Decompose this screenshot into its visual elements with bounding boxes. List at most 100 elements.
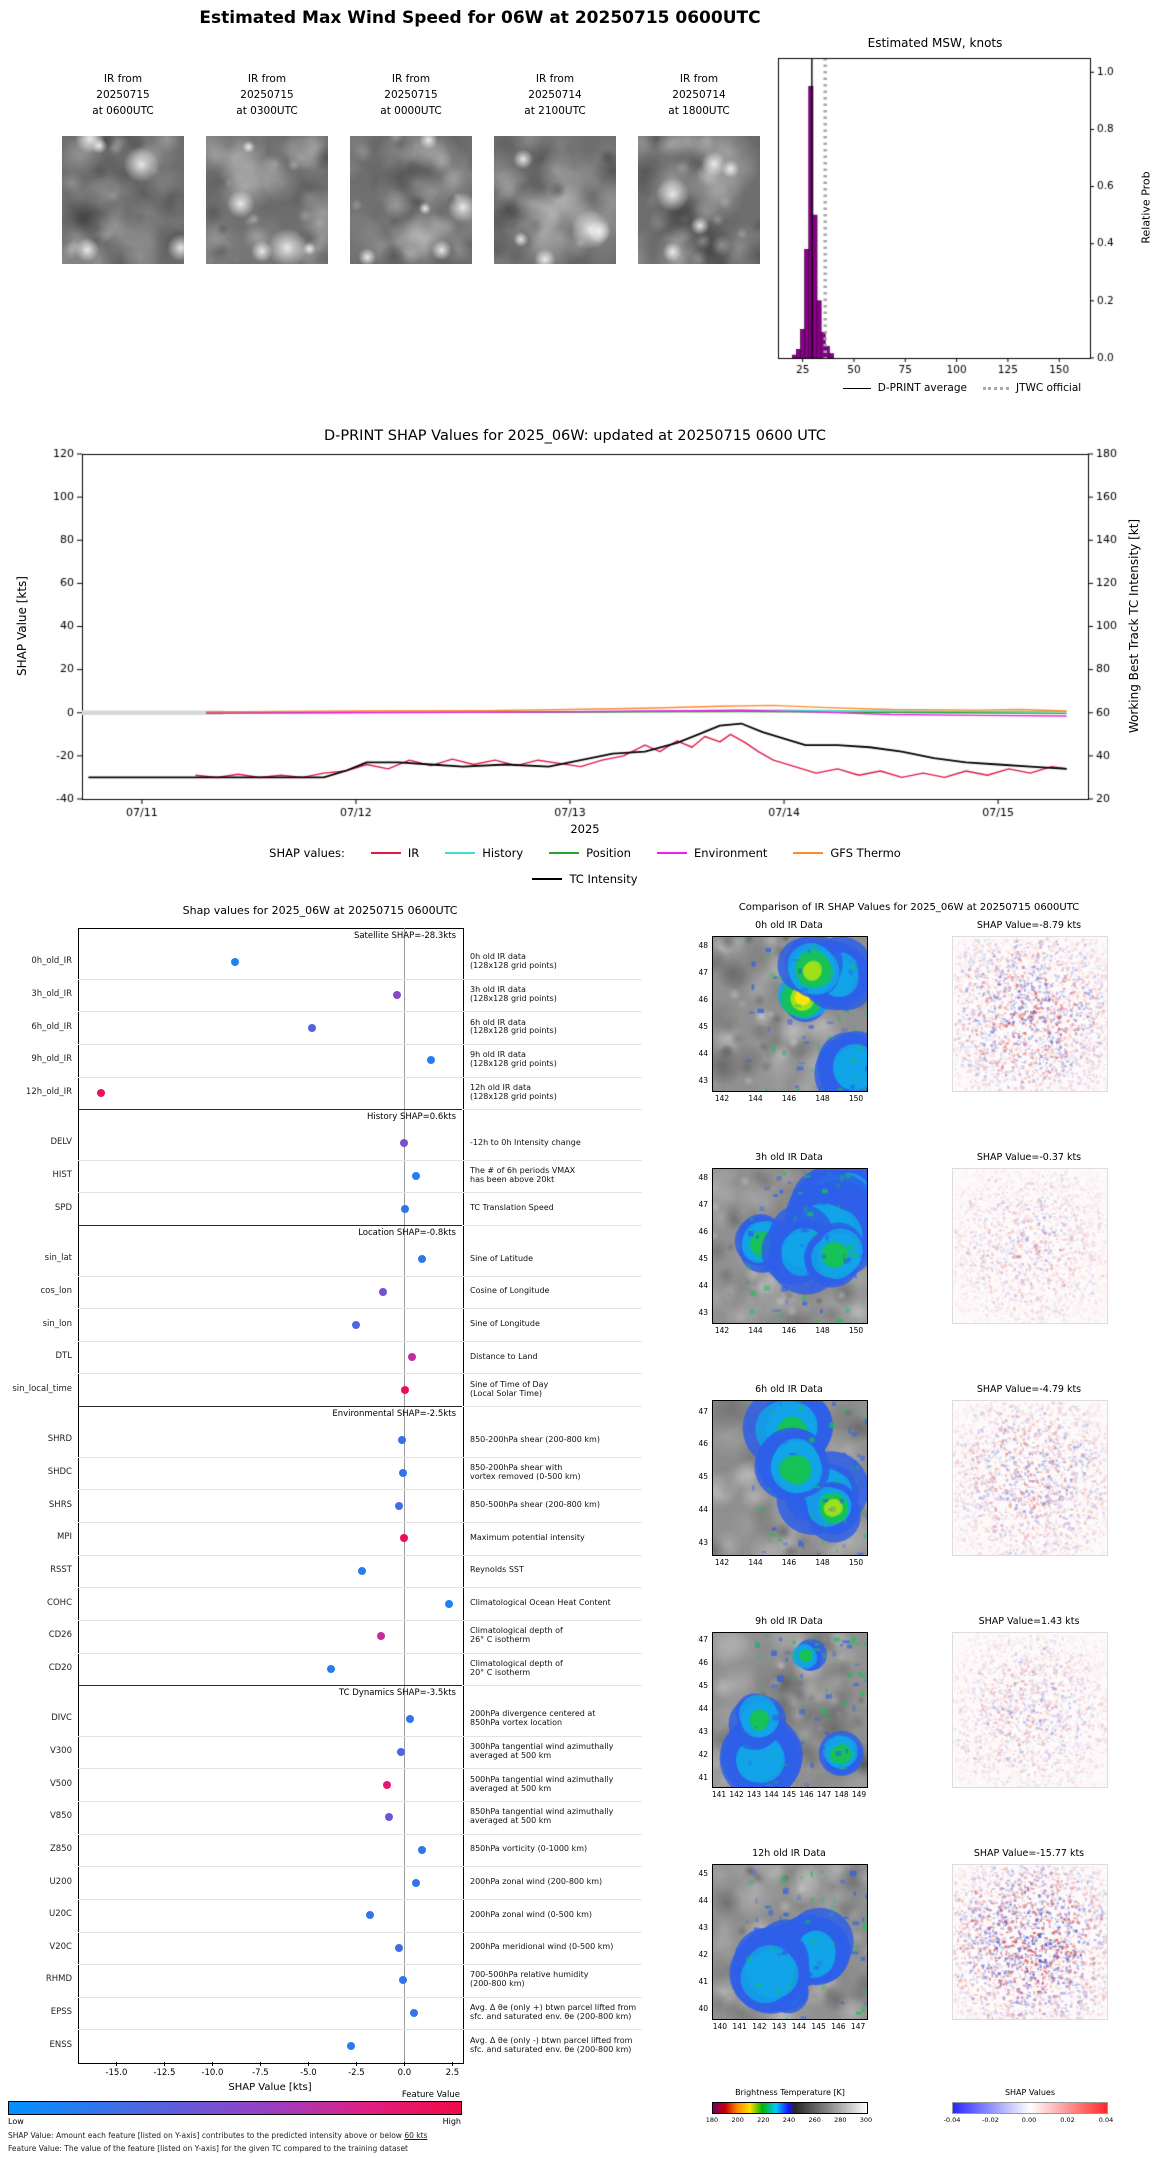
figure-title: Estimated Max Wind Speed for 06W at 2025… — [199, 8, 761, 28]
row-separator — [78, 1800, 642, 1802]
shap-dotplot-title: Shap values for 2025_06W at 20250715 060… — [182, 904, 458, 917]
feature-label: DELV — [50, 1137, 72, 1148]
ir-thumbnail-image — [350, 136, 472, 264]
feature-description: 500hPa tangential wind azimuthally avera… — [470, 1774, 614, 1793]
feature-description: Sine of Longitude — [470, 1319, 540, 1328]
lat-tick-label: 46 — [698, 1658, 708, 1667]
group-header: Location SHAP=-0.8kts — [358, 1228, 456, 1238]
lon-tick-label: 144 — [791, 2022, 807, 2031]
lat-tick-label: 45 — [698, 1868, 708, 1878]
lat-tick-label: 41 — [698, 1976, 708, 1986]
ir-map-canvas — [712, 936, 868, 1092]
feature-description: 850-200hPa shear (200-800 km) — [470, 1434, 600, 1444]
zero-line — [404, 928, 406, 2062]
lon-tick-label: 144 — [764, 1790, 779, 1799]
legend-item-ir: IR — [370, 846, 419, 860]
row-separator — [78, 1308, 642, 1310]
ir-thumbnail-label: IR from 20250715 at 0600UTC — [92, 73, 154, 117]
lat-tick-label: 45 — [698, 1681, 708, 1690]
feature-description: 200hPa zonal wind (200-800 km) — [470, 1877, 603, 1886]
feature-label: sin_local_time — [12, 1383, 72, 1394]
lat-tick-label: 43 — [698, 1922, 708, 1932]
feature-label: cos_lon — [40, 1285, 72, 1296]
row-separator — [78, 1489, 642, 1491]
feature-label: SHDC — [47, 1467, 72, 1477]
shap-dot — [383, 1780, 392, 1789]
lat-tick-label: 46 — [698, 1439, 708, 1449]
x-tick-mark — [116, 2062, 118, 2066]
timeseries-ylabel-right: Working Best Track TC Intensity [kt] — [1127, 518, 1141, 734]
row-separator — [78, 1043, 642, 1045]
feature-label: CD26 — [48, 1630, 72, 1641]
x-tick-label: -10.0 — [201, 2068, 224, 2078]
lat-tick-label: 40 — [698, 2003, 708, 2013]
feature-label: 3h_old_IR — [31, 988, 72, 999]
row-separator — [78, 1373, 642, 1375]
legend-label: Position — [586, 846, 631, 860]
legend-item-gfs-thermo: GFS Thermo — [793, 846, 901, 860]
lon-tick-label: 143 — [746, 1790, 762, 1799]
bt-colorbar-tick: 180 — [705, 2116, 719, 2124]
shap-dot — [410, 2009, 418, 2018]
lat-tick-label: 42 — [698, 1949, 708, 1959]
shap-colorbar-tick: -0.04 — [943, 2116, 961, 2124]
dotplot-frame — [78, 928, 464, 2064]
row-separator — [78, 1587, 642, 1589]
shap-map-title: SHAP Value=-15.77 kts — [973, 1848, 1085, 1859]
jtwc-official-label: JTWC official — [1016, 382, 1082, 394]
row-separator — [78, 1833, 642, 1835]
shap-dot — [327, 1664, 336, 1673]
ir-thumbnail-image — [62, 136, 184, 264]
ir-map-canvas — [712, 1864, 868, 2020]
shap-dot — [408, 1353, 417, 1362]
feature-label: RSST — [50, 1564, 72, 1575]
feature-label: SHRS — [48, 1499, 72, 1510]
shap-dot — [231, 958, 240, 967]
feature-label: sin_lon — [42, 1318, 72, 1329]
ir-map-title: 3h old IR Data — [755, 1152, 823, 1163]
shap-dot — [346, 2041, 355, 2050]
shap-dot — [358, 1566, 367, 1575]
feature-value-colorbar-label: Feature Value — [401, 2090, 460, 2100]
colorbar-high-label: High — [442, 2117, 461, 2126]
lon-tick-label: 141 — [732, 2022, 747, 2031]
shap-dotplot-xlabel: SHAP Value [kts] — [228, 2082, 312, 2093]
timeseries-legend-row1: SHAP values: IR History Position Environmen… — [0, 846, 1168, 860]
row-separator — [78, 1866, 642, 1868]
legend-item-jtwc-official: JTWC official — [983, 382, 1081, 394]
feature-label: V500 — [49, 1778, 72, 1789]
x-tick-label: -15.0 — [105, 2068, 128, 2078]
lon-tick-label: 145 — [811, 2022, 826, 2031]
shap-values-colorbar — [952, 2102, 1108, 2114]
x-tick-mark — [308, 2062, 310, 2066]
group-header: TC Dynamics SHAP=-3.5kts — [338, 1688, 456, 1699]
lon-tick-label: 150 — [848, 1094, 864, 1103]
dprint-average-line-sample — [842, 387, 871, 389]
shap-map-canvas — [952, 1632, 1108, 1788]
lat-tick-label: 41 — [698, 1773, 708, 1782]
feature-description: Sine of Time of Day (Local Solar Time) — [470, 1379, 549, 1398]
legend-prefix: SHAP values: — [269, 846, 345, 860]
group-separator — [78, 1225, 462, 1226]
ir-thumbnail-image — [494, 136, 616, 264]
lat-tick-label: 47 — [698, 967, 708, 977]
ir-map-canvas — [712, 1400, 868, 1556]
row-separator — [78, 1768, 642, 1770]
shap-dot — [400, 1534, 409, 1543]
feature-label: Z850 — [49, 1843, 72, 1854]
shap-dot — [401, 1204, 410, 1213]
feature-description: Reynolds SST — [470, 1565, 524, 1575]
group-header: Satellite SHAP=-28.3kts — [353, 931, 456, 941]
feature-description: 200hPa meridional wind (0-500 km) — [470, 1942, 614, 1952]
legend-item-tc-intensity: TC Intensity — [532, 872, 638, 886]
feature-label: HIST — [52, 1170, 73, 1180]
shap-dot — [385, 1813, 393, 1822]
feature-description: Climatological depth of 26° C isotherm — [470, 1626, 563, 1645]
feature-label: CD20 — [48, 1662, 72, 1673]
feature-label: SHRD — [47, 1434, 72, 1445]
lat-tick-label: 43 — [698, 1075, 708, 1085]
lon-tick-label: 142 — [752, 2022, 767, 2031]
bt-colorbar-tick: 200 — [731, 2116, 744, 2124]
feature-description: 850hPa tangential wind azimuthally avera… — [470, 1807, 614, 1826]
feature-label: COHC — [47, 1597, 72, 1608]
